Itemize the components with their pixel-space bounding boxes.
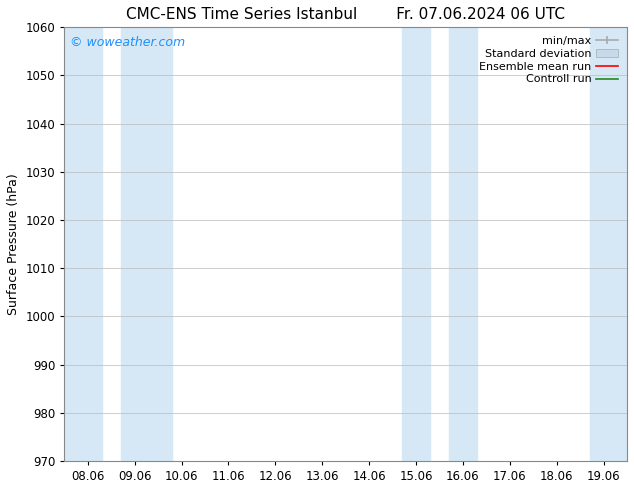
Bar <box>120 27 172 461</box>
Bar <box>590 27 627 461</box>
Text: © woweather.com: © woweather.com <box>70 36 185 49</box>
Y-axis label: Surface Pressure (hPa): Surface Pressure (hPa) <box>7 173 20 315</box>
Bar <box>449 27 477 461</box>
Legend: min/max, Standard deviation, Ensemble mean run, Controll run: min/max, Standard deviation, Ensemble me… <box>476 33 621 88</box>
Bar <box>64 27 102 461</box>
Bar <box>402 27 430 461</box>
Title: CMC-ENS Time Series Istanbul        Fr. 07.06.2024 06 UTC: CMC-ENS Time Series Istanbul Fr. 07.06.2… <box>126 7 565 22</box>
